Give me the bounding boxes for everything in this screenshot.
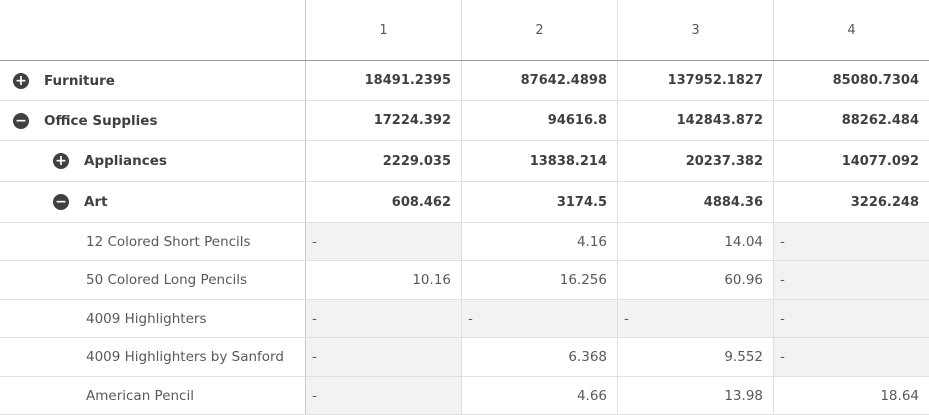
collapse-minus-icon[interactable]: − [53, 194, 69, 210]
row-header-art[interactable]: − Art [0, 182, 306, 222]
empty-value-cell: - [774, 261, 929, 299]
table-row-appliances: + Appliances 2229.035 13838.214 20237.38… [0, 141, 929, 182]
table-row-furniture: + Furniture 18491.2395 87642.4898 137952… [0, 61, 929, 101]
value-cell: 20237.382 [618, 141, 774, 181]
value-cell: 4884.36 [618, 182, 774, 222]
value-cell: 4.16 [462, 223, 618, 260]
value-cell: 13838.214 [462, 141, 618, 181]
row-label: Appliances [84, 153, 167, 169]
table-row-office-supplies: − Office Supplies 17224.392 94616.8 1428… [0, 101, 929, 141]
value-cell: 4.66 [462, 377, 618, 414]
row-header[interactable]: 4009 Highlighters [0, 300, 306, 337]
row-label: Furniture [44, 72, 115, 89]
column-header-2[interactable]: 2 [462, 0, 618, 60]
row-header[interactable]: 12 Colored Short Pencils [0, 223, 306, 260]
value-cell: 3226.248 [850, 194, 919, 210]
value-cell: 60.96 [618, 261, 774, 299]
value-cell: 18491.2395 [306, 61, 462, 100]
table-row-4009-highlighters-by-sanford: 4009 Highlighters by Sanford - 6.368 9.5… [0, 338, 929, 377]
value-cell: 87642.4898 [462, 61, 618, 100]
column-header-4[interactable]: 4 [847, 22, 856, 38]
empty-value-cell: - [462, 300, 618, 337]
empty-value-cell: - [774, 300, 929, 337]
expand-plus-icon[interactable]: + [53, 153, 69, 169]
row-label: Office Supplies [44, 112, 158, 129]
value-cell: 137952.1827 [618, 61, 774, 100]
value-cell: 608.462 [306, 182, 462, 222]
empty-value-cell: - [306, 377, 462, 414]
value-cell: 3174.5 [462, 182, 618, 222]
row-header-office-supplies[interactable]: − Office Supplies [0, 101, 306, 140]
empty-value-cell: - [306, 338, 462, 376]
row-header-appliances[interactable]: + Appliances [0, 141, 306, 181]
table-row-50-colored-long-pencils: 50 Colored Long Pencils 10.16 16.256 60.… [0, 261, 929, 300]
table-row-12-colored-short-pencils: 12 Colored Short Pencils - 4.16 14.04 - [0, 223, 929, 261]
table-row-4009-highlighters: 4009 Highlighters - - - - [0, 300, 929, 338]
value-cell: 14.04 [618, 223, 774, 260]
expand-plus-icon[interactable]: + [13, 72, 29, 89]
row-header[interactable]: 50 Colored Long Pencils [0, 261, 306, 299]
corner-header-cell [0, 0, 306, 60]
value-cell: 13.98 [618, 377, 774, 414]
column-header-3[interactable]: 3 [618, 0, 774, 60]
value-cell: 10.16 [306, 261, 462, 299]
value-cell: 14077.092 [841, 153, 919, 169]
empty-value-cell: - [306, 223, 462, 260]
table-row-american-pencil: American Pencil - 4.66 13.98 18.64 [0, 377, 929, 415]
row-header-furniture[interactable]: + Furniture [0, 61, 306, 100]
value-cell: 17224.392 [306, 101, 462, 140]
empty-value-cell: - [774, 223, 929, 260]
value-cell: 88262.484 [841, 113, 919, 128]
value-cell: 16.256 [462, 261, 618, 299]
row-header[interactable]: 4009 Highlighters by Sanford [0, 338, 306, 376]
empty-value-cell: - [306, 300, 462, 337]
empty-value-cell: - [774, 338, 929, 376]
empty-value-cell: - [618, 300, 774, 337]
value-cell: 18.64 [880, 387, 919, 404]
column-header-row: 1 2 3 4 [0, 0, 929, 61]
value-cell: 142843.872 [618, 101, 774, 140]
value-cell: 85080.7304 [832, 73, 919, 88]
value-cell: 9.552 [618, 338, 774, 376]
column-header-1[interactable]: 1 [306, 0, 462, 60]
value-cell: 2229.035 [306, 141, 462, 181]
row-label: Art [84, 194, 108, 210]
value-cell: 6.368 [462, 338, 618, 376]
value-cell: 94616.8 [462, 101, 618, 140]
row-header[interactable]: American Pencil [0, 377, 306, 414]
collapse-minus-icon[interactable]: − [13, 112, 29, 129]
table-row-art: − Art 608.462 3174.5 4884.36 3226.248 [0, 182, 929, 223]
